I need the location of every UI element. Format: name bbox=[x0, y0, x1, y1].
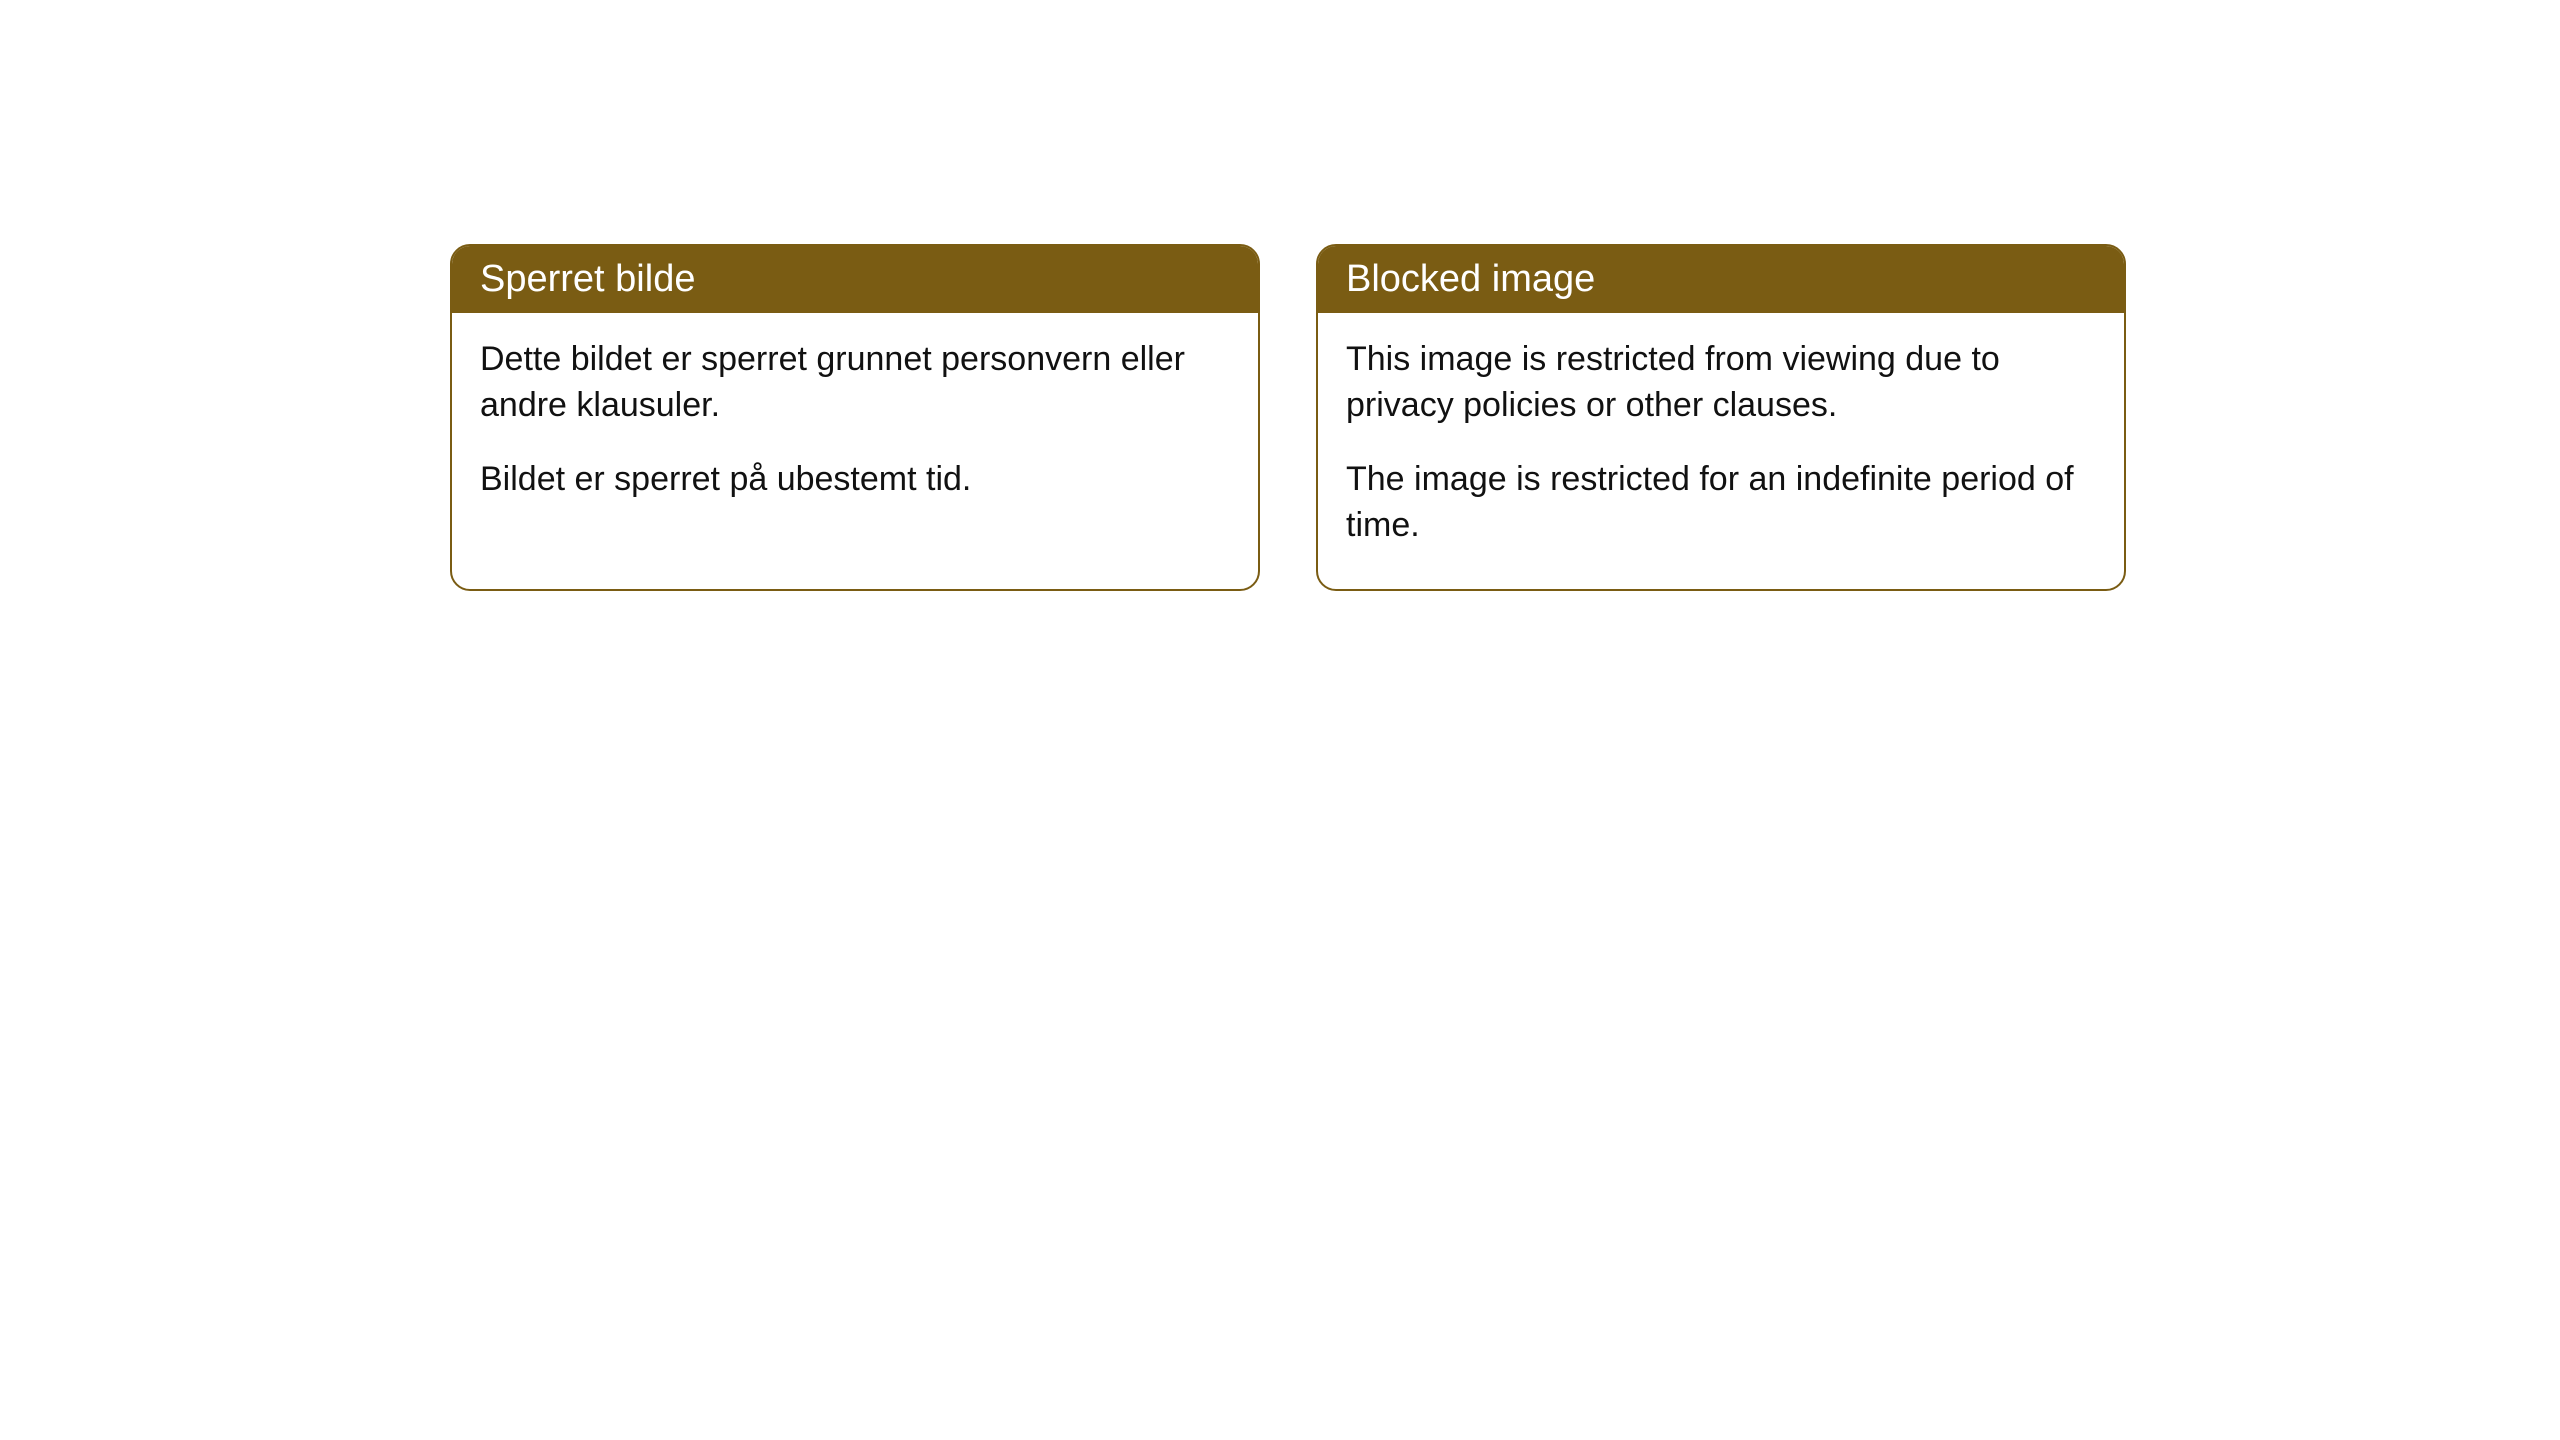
card-body-norwegian: Dette bildet er sperret grunnet personve… bbox=[452, 313, 1258, 543]
card-paragraph: The image is restricted for an indefinit… bbox=[1346, 457, 2096, 549]
card-body-english: This image is restricted from viewing du… bbox=[1318, 313, 2124, 589]
cards-container: Sperret bilde Dette bildet er sperret gr… bbox=[450, 244, 2126, 591]
card-title: Sperret bilde bbox=[480, 258, 695, 300]
card-paragraph: Dette bildet er sperret grunnet personve… bbox=[480, 337, 1230, 429]
card-english: Blocked image This image is restricted f… bbox=[1316, 244, 2126, 591]
card-paragraph: Bildet er sperret på ubestemt tid. bbox=[480, 457, 1230, 503]
card-paragraph: This image is restricted from viewing du… bbox=[1346, 337, 2096, 429]
card-header-norwegian: Sperret bilde bbox=[452, 246, 1258, 313]
card-header-english: Blocked image bbox=[1318, 246, 2124, 313]
card-title: Blocked image bbox=[1346, 258, 1595, 300]
card-norwegian: Sperret bilde Dette bildet er sperret gr… bbox=[450, 244, 1260, 591]
